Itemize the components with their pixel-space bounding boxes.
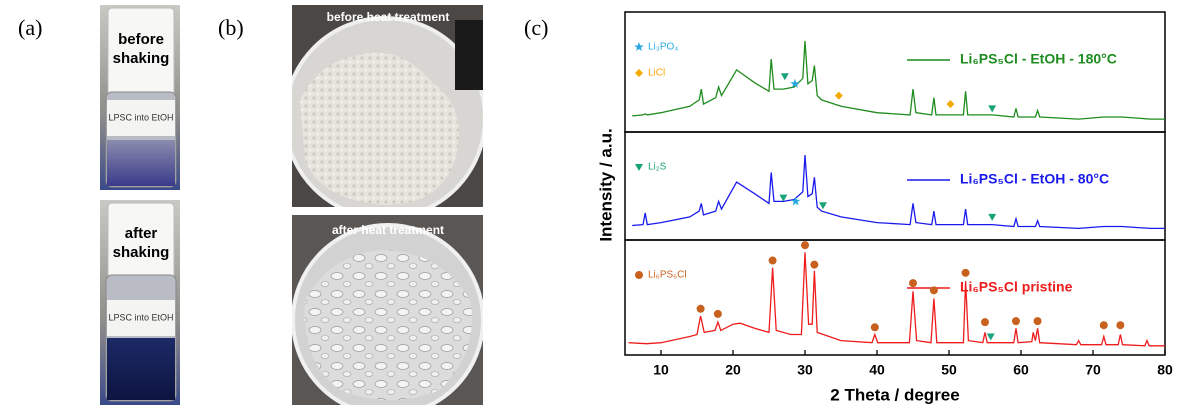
phase-label: Li₃PO₄ <box>648 42 678 53</box>
x-tick-label: 60 <box>1013 362 1029 378</box>
peak-marker <box>1100 321 1108 329</box>
x-tick-label: 30 <box>797 362 813 378</box>
peak-marker <box>635 164 643 171</box>
x-tick-label: 40 <box>869 362 885 378</box>
vial-photo: before shaking LPSC into EtOH <box>100 5 180 190</box>
legend-label: Li₆PS₅Cl - EtOH - 180°C <box>960 51 1117 67</box>
peak-marker <box>635 271 643 279</box>
dish-caption: before heat treatment <box>327 10 450 24</box>
panel-label: (c) <box>524 15 548 40</box>
cap-text: after <box>125 225 158 242</box>
peak-marker <box>946 100 954 108</box>
peak-marker <box>835 92 843 100</box>
peak-marker <box>962 269 970 277</box>
peak-marker <box>930 286 938 294</box>
page: { "figure": { "panels": [{"label": "(a)"… <box>0 0 1177 409</box>
phase-label: Li₆PS₅Cl <box>648 270 687 281</box>
dish-photo <box>285 5 485 218</box>
peak-marker <box>810 261 818 269</box>
peak-marker <box>988 214 996 221</box>
peak-marker <box>781 73 789 80</box>
panel-label: (a) <box>18 15 42 40</box>
peak-marker <box>714 310 722 318</box>
panel-label: (b) <box>218 15 244 40</box>
x-axis-label: 2 Theta / degree <box>830 385 959 404</box>
peak-marker <box>987 334 995 341</box>
xrd-line <box>632 155 1165 228</box>
peak-marker <box>988 105 996 112</box>
phase-label: LiCl <box>648 68 665 79</box>
cap-text: shaking <box>113 50 170 67</box>
y-axis-label: Intensity / a.u. <box>596 128 615 241</box>
peak-marker <box>635 69 643 77</box>
cap-text: shaking <box>113 244 170 261</box>
x-tick-label: 70 <box>1085 362 1101 378</box>
x-tick-label: 80 <box>1157 362 1173 378</box>
x-tick-label: 10 <box>653 362 669 378</box>
peak-marker <box>1034 317 1042 325</box>
peak-marker <box>769 257 777 265</box>
peak-marker <box>697 305 705 313</box>
legend-label: Li₆PS₅Cl pristine <box>960 279 1073 295</box>
peak-marker <box>981 318 989 326</box>
x-tick-label: 50 <box>941 362 957 378</box>
peak-marker <box>909 279 917 287</box>
dish-photo <box>292 215 483 409</box>
peak-marker <box>801 241 809 249</box>
figure: (a) (b) (c) before shaking LPSC into EtO… <box>0 0 1177 409</box>
peak-marker <box>634 42 644 51</box>
dish-caption: after heat treatment <box>332 223 444 237</box>
peak-marker <box>1012 317 1020 325</box>
cap-text: before <box>118 31 164 48</box>
peak-marker <box>791 196 801 205</box>
vial-photo: after shaking LPSC into EtOH <box>100 200 180 405</box>
legend-label: Li₆PS₅Cl - EtOH - 80°C <box>960 171 1109 187</box>
phase-label: Li₂S <box>648 162 667 173</box>
peak-marker <box>1116 321 1124 329</box>
vial-label: LPSC into EtOH <box>108 312 173 322</box>
xrd-line <box>629 252 1165 345</box>
peak-marker <box>871 323 879 331</box>
peak-marker <box>819 202 827 209</box>
plot-panel <box>625 240 1165 355</box>
x-tick-label: 20 <box>725 362 741 378</box>
vial-label: LPSC into EtOH <box>108 112 173 122</box>
